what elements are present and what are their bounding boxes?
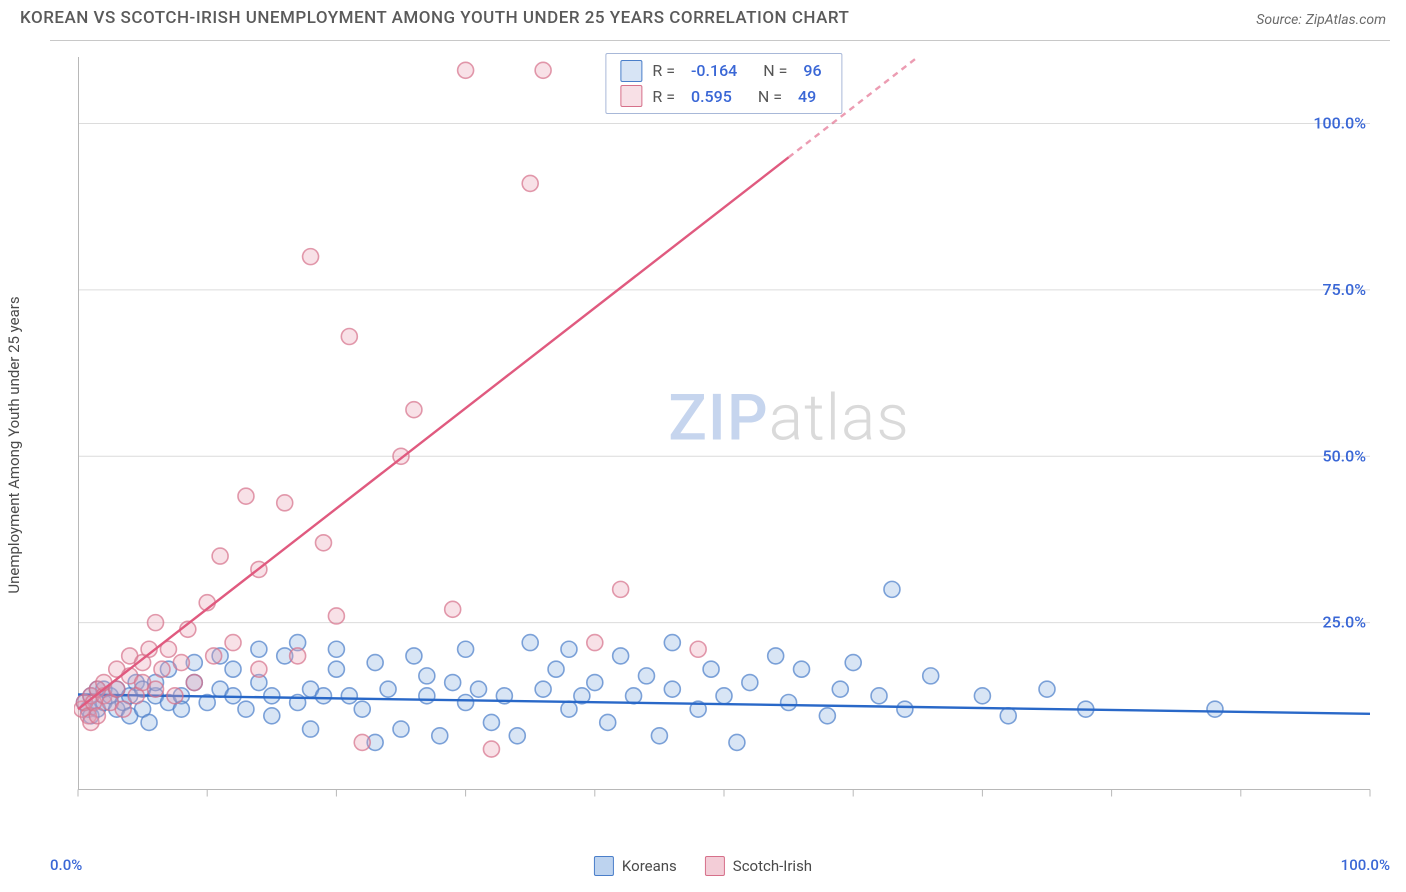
legend-label: Koreans — [622, 857, 677, 875]
stats-legend: R =-0.164N =96R =0.595N =49 — [605, 53, 842, 114]
chart-svg: 25.0% 50.0% 75.0% 100.0% — [74, 53, 1374, 813]
n-value: 96 — [797, 58, 827, 84]
y-axis-label: Unemployment Among Youth under 25 years — [5, 296, 23, 593]
svg-text:75.0%: 75.0% — [1322, 280, 1366, 299]
r-value: -0.164 — [685, 58, 743, 84]
svg-text:25.0%: 25.0% — [1322, 613, 1366, 632]
svg-text:50.0%: 50.0% — [1322, 446, 1366, 465]
n-label: N = — [758, 84, 782, 110]
source-attribution: Source: ZipAtlas.com — [1256, 9, 1386, 28]
legend-item: Koreans — [594, 856, 677, 876]
stats-row: R = -0.164 N = 96 — [620, 58, 827, 84]
n-value: 49 — [792, 84, 822, 110]
svg-text:100.0%: 100.0% — [1313, 114, 1366, 133]
r-label: R = — [652, 84, 675, 110]
legend-label: Scotch-Irish — [733, 857, 812, 875]
n-label: N = — [763, 58, 787, 84]
chart-title: KOREAN VS SCOTCH-IRISH UNEMPLOYMENT AMON… — [20, 8, 849, 28]
legend-swatch — [620, 85, 642, 107]
legend-swatch — [594, 856, 614, 876]
r-value: 0.595 — [685, 84, 738, 110]
scatter-plot: 25.0%50.0%75.0%100.0% ZIPatlas R =-0.164… — [74, 53, 1374, 813]
x-min-label: 0.0% — [50, 856, 82, 874]
source-name: ZipAtlas.com — [1306, 12, 1386, 28]
r-label: R = — [652, 58, 675, 84]
legend-swatch — [620, 60, 642, 82]
x-max-label: 100.0% — [1341, 856, 1390, 874]
legend-swatch — [705, 856, 725, 876]
source-label: Source: — [1256, 12, 1301, 28]
legend-item: Scotch-Irish — [705, 856, 812, 876]
series-legend: Koreans Scotch-Irish — [594, 856, 812, 876]
stats-row: R = 0.595 N = 49 — [620, 84, 827, 110]
chart-container: Unemployment Among Youth under 25 years … — [50, 40, 1390, 830]
